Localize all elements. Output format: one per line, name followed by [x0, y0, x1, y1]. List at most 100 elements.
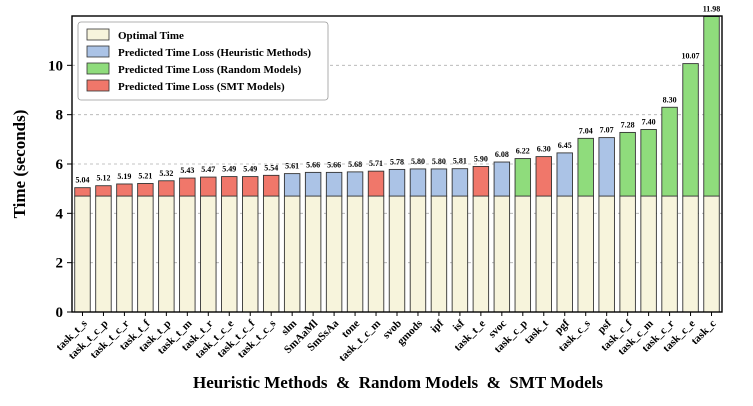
value-label-task_t_c_m: 5.71	[369, 159, 383, 168]
bar-loss-gmods	[409, 168, 427, 197]
value-label-ipf: 5.80	[432, 157, 446, 166]
x-axis-title: Heuristic Methods & Random Models & SMT …	[193, 373, 603, 392]
bar-loss-task_t_p	[158, 180, 175, 197]
value-label-SmAaMl: 5.66	[306, 160, 320, 169]
bar-optimal-task_t_c_m	[367, 195, 385, 313]
legend-swatch-random	[86, 62, 110, 75]
bar-loss-task_c_s	[577, 137, 594, 197]
bar-loss-task_t_e	[472, 166, 490, 197]
value-label-tone: 5.68	[348, 160, 362, 169]
value-label-task_t: 6.30	[537, 145, 551, 154]
value-label-task_t_f: 5.21	[138, 171, 152, 180]
legend-swatch-optimal	[86, 28, 110, 41]
value-label-task_t_e: 5.90	[474, 154, 488, 163]
bar-optimal-task_t_f	[137, 195, 154, 313]
bar-loss-task_t_f	[137, 183, 154, 197]
axes-group: 0 2 4 6 8 10	[48, 15, 723, 321]
bar-loss-svoc	[493, 161, 511, 197]
bar-loss-task_c_m	[640, 129, 657, 197]
bar-loss-task_t_m	[179, 177, 196, 197]
y-tick-label: 10	[48, 58, 63, 74]
value-label-task_c_f: 7.28	[621, 120, 635, 129]
value-label-task_c_s: 7.04	[579, 126, 593, 135]
plot-frame	[71, 15, 723, 313]
bar-optimal-svoc	[493, 195, 511, 313]
bar-loss-task_t_s	[74, 187, 91, 197]
bar-loss-task_t_c_m	[367, 170, 385, 197]
bar-optimal-slm	[283, 195, 301, 313]
value-labels-group: 5.04 5.12 5.19 5.21 5.32 5.43 5.47 5.49 5.49 5.54…	[75, 4, 720, 184]
legend-label-random: Predicted Time Loss (Random Models)	[118, 64, 302, 76]
legend-swatch-heuristic	[86, 45, 110, 58]
bar-optimal-task_t_c_s	[262, 195, 280, 313]
bar-optimal-task_c_r	[661, 195, 678, 313]
bar-optimal-task_t	[535, 195, 552, 313]
value-label-gmods: 5.80	[411, 157, 425, 166]
bar-loss-task_t_c_e	[221, 176, 238, 197]
category-label-task_t: task_t	[522, 317, 551, 346]
bar-optimal-psf	[598, 195, 615, 313]
bar-optimal-task_t_c_r	[116, 195, 133, 313]
bar-optimal-task_c	[703, 195, 720, 313]
bar-optimal-task_t_e	[472, 195, 490, 313]
y-tick-label: 6	[56, 157, 64, 173]
y-tick-label: 8	[56, 108, 64, 124]
value-label-isf: 5.81	[453, 157, 467, 166]
bar-optimal-SmAaMl	[304, 195, 322, 313]
y-axis-title: Time (seconds)	[10, 110, 29, 219]
y-tick-label: 2	[56, 256, 64, 272]
value-label-pgf: 6.45	[558, 141, 572, 150]
bar-loss-ipf	[430, 168, 448, 197]
bar-loss-task_t	[535, 156, 552, 197]
bar-optimal-task_t_c_e	[221, 195, 238, 313]
bar-loss-task_t_c_p	[95, 185, 112, 197]
bar-loss-isf	[451, 168, 469, 197]
value-label-task_t_s: 5.04	[75, 176, 89, 185]
bar-loss-svob	[388, 168, 406, 197]
value-label-task_t_c_s: 5.54	[264, 163, 278, 172]
bar-optimal-task_t_p	[158, 195, 175, 313]
bar-optimal-task_t_m	[179, 195, 196, 313]
value-label-SmSsAa: 5.66	[327, 160, 341, 169]
value-label-svoc: 6.08	[495, 150, 509, 159]
value-label-task_t_c_e: 5.49	[222, 165, 236, 174]
bar-optimal-ipf	[430, 195, 448, 313]
legend-box	[77, 21, 329, 101]
y-tick-label: 0	[56, 305, 64, 321]
bar-loss-task_c_p	[514, 158, 532, 197]
value-label-task_t_c_f: 5.49	[243, 165, 257, 174]
bar-optimal-task_c_s	[577, 195, 594, 313]
bar-optimal-task_t_c_f	[242, 195, 259, 313]
value-label-task_c_r: 8.30	[663, 95, 677, 104]
bar-optimal-task_t_c_p	[95, 195, 112, 313]
bar-optimal-task_t_r	[200, 195, 217, 313]
value-label-task_t_c_p: 5.12	[96, 174, 110, 183]
legend: Optimal Time Predicted Time Loss (Heurist…	[77, 21, 329, 101]
bar-optimal-task_c_m	[640, 195, 657, 313]
legend-label-heuristic: Predicted Time Loss (Heuristic Methods)	[118, 47, 311, 59]
bar-loss-task_t_c_s	[262, 174, 280, 197]
bar-optimal-pgf	[556, 195, 573, 313]
value-label-task_c_e: 10.07	[682, 52, 700, 61]
value-label-task_t_r: 5.47	[201, 165, 215, 174]
bar-loss-slm	[283, 173, 301, 197]
bar-optimal-task_t_s	[74, 195, 91, 313]
legend-swatch-smt	[86, 79, 110, 92]
bar-loss-task_t_c_f	[242, 176, 259, 197]
legend-label-smt: Predicted Time Loss (SMT Models)	[118, 81, 285, 93]
bar-loss-SmSsAa	[325, 171, 343, 197]
bar-optimal-isf	[451, 195, 469, 313]
bar-optimal-task_c_e	[682, 195, 699, 313]
bar-optimal-svob	[388, 195, 406, 313]
category-labels-group: task_t_stask_t_c_ptask_t_c_rtask_t_ftask…	[54, 317, 719, 364]
bar-optimal-gmods	[409, 195, 427, 313]
bar-loss-tone	[346, 171, 364, 197]
value-label-task_t_p: 5.32	[159, 169, 173, 178]
y-tick-label: 4	[56, 206, 64, 222]
value-label-svob: 5.78	[390, 157, 404, 166]
bar-loss-psf	[598, 137, 615, 197]
value-label-task_c_m: 7.40	[642, 117, 656, 126]
bar-loss-task_c_e	[682, 63, 699, 197]
bar-optimal-task_c_p	[514, 195, 532, 313]
